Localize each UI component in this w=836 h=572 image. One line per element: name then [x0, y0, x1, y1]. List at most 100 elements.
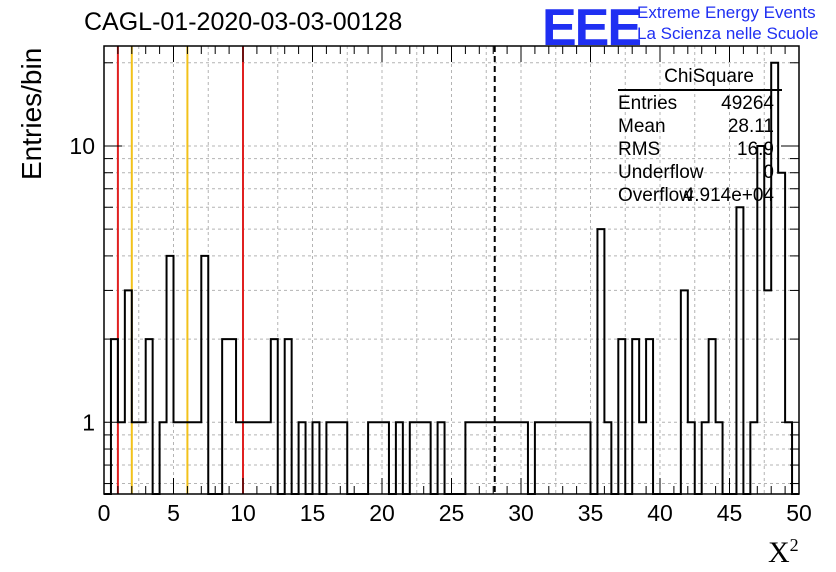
- histogram-bin: [187, 422, 194, 494]
- logo-text-line2: La Scienza nelle Scuole: [637, 24, 819, 43]
- histogram-bin: [125, 290, 132, 494]
- histogram-bin: [160, 422, 167, 494]
- histogram-bin: [118, 422, 125, 494]
- histogram-bin: [201, 256, 208, 494]
- histogram-bin: [604, 422, 611, 494]
- histogram-bin: [632, 339, 639, 494]
- histogram-bin: [396, 422, 403, 494]
- chart-title: CAGL-01-2020-03-03-00128: [84, 8, 403, 36]
- x-axis-label: X2: [768, 535, 799, 569]
- x-tick-label: 5: [167, 500, 180, 526]
- histogram-bin: [507, 422, 514, 494]
- histogram-bin: [264, 422, 271, 494]
- histogram-bin: [570, 422, 577, 494]
- stats-value: 28.11: [727, 116, 774, 137]
- histogram-bin: [410, 422, 417, 494]
- histogram-bin: [514, 422, 521, 494]
- stats-box: ChiSquare Entries 49264 Mean 28.11 RMS 1…: [612, 66, 782, 208]
- histogram-bin: [194, 422, 201, 494]
- histogram-bin: [333, 422, 340, 494]
- histogram-bin: [702, 422, 709, 494]
- x-tick-label: 45: [717, 500, 743, 526]
- y-axis-label: Entries/bin: [16, 47, 47, 180]
- stats-label: Mean: [618, 116, 666, 137]
- histogram-bin: [111, 339, 118, 494]
- histogram-bin: [549, 422, 556, 494]
- histogram-bin: [132, 422, 139, 494]
- stats-row: Mean 28.11: [612, 116, 782, 139]
- histogram-bin: [709, 339, 716, 494]
- histogram-bin: [146, 339, 153, 494]
- x-tick-label: 0: [98, 500, 111, 526]
- logo-text-line1: Extreme Energy Events: [637, 3, 816, 22]
- histogram-bin: [340, 422, 347, 494]
- histogram-bin: [229, 339, 236, 494]
- stats-row: Overflow 4.914e+04: [612, 185, 782, 208]
- histogram-bin: [736, 207, 743, 494]
- histogram-bin: [299, 422, 306, 494]
- histogram-bin: [493, 422, 500, 494]
- histogram-bin: [688, 422, 695, 494]
- histogram-bin: [750, 422, 757, 494]
- x-tick-label: 35: [578, 500, 604, 526]
- histogram-bin: [646, 339, 653, 494]
- stats-label: Underflow: [618, 162, 704, 183]
- histogram-bin: [326, 422, 333, 494]
- histogram-bin: [479, 422, 486, 494]
- x-tick-label: 40: [647, 500, 673, 526]
- histogram-bin: [285, 339, 292, 494]
- histogram-bin: [542, 422, 549, 494]
- histogram-bin: [0, 229, 7, 494]
- histogram-bin: [417, 422, 424, 494]
- x-tick-label: 10: [230, 500, 256, 526]
- histogram-bin: [500, 422, 507, 494]
- histogram-bin: [438, 422, 445, 494]
- histogram-bin: [486, 422, 493, 494]
- x-tick-label: 15: [300, 500, 326, 526]
- histogram-bin: [465, 422, 472, 494]
- histogram-bin: [472, 422, 479, 494]
- x-tick-label: 30: [508, 500, 534, 526]
- stats-title: ChiSquare: [664, 66, 754, 87]
- histogram-bin: [382, 422, 389, 494]
- stats-label: RMS: [618, 139, 661, 160]
- histogram-bin: [716, 422, 723, 494]
- histogram-bin: [257, 422, 264, 494]
- histogram-bin: [681, 290, 688, 494]
- histogram-bin: [618, 339, 625, 494]
- x-tick-label: 50: [786, 500, 812, 526]
- stats-row: Entries 49264: [612, 93, 782, 116]
- y-tick-label: 10: [69, 133, 95, 159]
- stats-row: Underflow 0: [612, 162, 782, 185]
- histogram-bin: [563, 422, 570, 494]
- stats-label: Entries: [618, 93, 678, 114]
- histogram-bin: [375, 422, 382, 494]
- histogram-bin: [236, 422, 243, 494]
- histogram-bin: [167, 256, 174, 494]
- histogram-bin: [222, 339, 229, 494]
- histogram-bin: [556, 422, 563, 494]
- histogram-bin: [368, 422, 375, 494]
- histogram-bin: [764, 290, 771, 494]
- stats-label: Overflow: [618, 185, 693, 206]
- histogram-bin: [250, 422, 257, 494]
- stats-value: 16.9: [737, 139, 774, 160]
- histogram-bin: [639, 422, 646, 494]
- stats-row: RMS 16.9: [612, 139, 782, 162]
- stats-value: 49264: [721, 93, 774, 114]
- histogram-bin: [180, 422, 187, 494]
- x-tick-label: 25: [439, 500, 465, 526]
- histogram-bin: [139, 422, 146, 494]
- stats-value: 0: [763, 162, 774, 183]
- y-tick-label: 1: [82, 409, 95, 435]
- x-tick-label: 20: [369, 500, 395, 526]
- histogram-bin: [577, 422, 584, 494]
- stats-divider: [618, 89, 782, 91]
- histogram-bin: [597, 229, 604, 494]
- histogram-bin: [521, 422, 528, 494]
- histogram-bin: [584, 422, 591, 494]
- stats-value: 4.914e+04: [683, 185, 774, 206]
- histogram-bin: [313, 422, 320, 494]
- histogram-bin: [174, 422, 181, 494]
